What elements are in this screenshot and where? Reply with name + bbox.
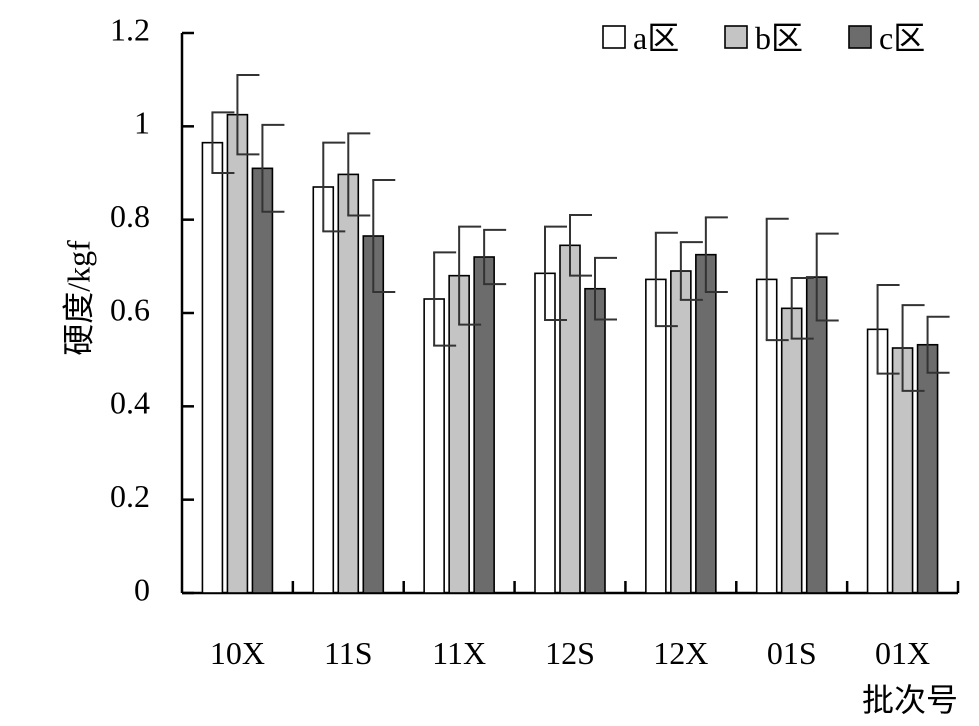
y-tick-label: 0.8 — [110, 198, 150, 234]
y-tick-label: 0.2 — [110, 478, 150, 514]
bar-b-11S — [337, 173, 360, 594]
error-bar — [544, 225, 567, 321]
error-bar — [236, 74, 260, 156]
y-tick-label: 0 — [134, 571, 150, 607]
bar-b-10X — [226, 113, 249, 594]
bar-c-11X — [473, 256, 495, 594]
legend-item: b区 — [724, 20, 803, 56]
error-bar — [347, 132, 371, 217]
bar-c-12S — [584, 287, 606, 594]
x-tick-label: 11S — [324, 635, 373, 671]
bar-a-10X — [201, 141, 224, 594]
error-bar — [790, 277, 814, 340]
error-bar — [901, 304, 925, 392]
legend-swatch — [848, 25, 872, 49]
error-bar — [458, 225, 482, 326]
legend-swatch — [602, 25, 626, 49]
y-axis-title: 硬度/kgf — [60, 240, 96, 356]
legend-swatch — [724, 25, 748, 49]
bar-c-10X — [251, 167, 274, 594]
error-bar — [372, 179, 396, 293]
error-bar — [679, 241, 703, 301]
error-bar — [433, 251, 457, 347]
legend-item: c区 — [848, 20, 925, 56]
error-bar — [815, 232, 839, 322]
x-tick-label: 11X — [432, 635, 486, 671]
bar-b-12X — [670, 270, 692, 594]
bar-b-12S — [559, 244, 581, 594]
y-tick-label: 1 — [134, 105, 150, 141]
legend-label: b区 — [755, 20, 803, 56]
x-tick-label: 12S — [545, 635, 595, 671]
y-tick-label: 0.6 — [110, 291, 150, 327]
y-tick-label: 1.2 — [110, 11, 150, 47]
bar-c-01S — [805, 276, 828, 594]
legend-label: a区 — [633, 20, 679, 56]
bar-b-01S — [780, 307, 803, 594]
error-bar — [261, 123, 285, 213]
bars — [201, 113, 939, 594]
error-bar — [704, 216, 728, 293]
y-tick-label: 0.4 — [110, 385, 150, 421]
bar-a-12S — [534, 272, 556, 594]
error-bar — [876, 284, 900, 375]
legend: a区 b区 c区 — [602, 20, 925, 56]
legend-item: a区 — [602, 20, 679, 56]
y-ticks: 0 0.2 0.4 0.6 0.8 1 1.2 — [110, 11, 194, 607]
error-bar — [569, 214, 592, 277]
error-bar — [483, 228, 507, 286]
x-tick-label: 10X — [210, 635, 265, 671]
error-bar — [322, 141, 346, 233]
error-bar — [926, 315, 950, 374]
x-tick-label: 01X — [875, 635, 930, 671]
x-tick-label: 01S — [767, 635, 817, 671]
x-ticks — [291, 581, 960, 593]
x-axis-title: 批次号 — [862, 682, 958, 718]
error-bar — [765, 217, 789, 342]
x-tick-labels: 10X 11S 11X 12S 12X 01S 01X — [210, 635, 930, 671]
error-bar — [211, 111, 235, 174]
bar-c-12X — [695, 253, 717, 594]
error-bars — [211, 74, 950, 392]
error-bar — [594, 256, 617, 321]
bar-c-01X — [916, 343, 939, 594]
x-tick-label: 12X — [653, 635, 708, 671]
legend-label: c区 — [879, 20, 925, 56]
error-bar — [654, 231, 678, 328]
bar-a-11S — [312, 186, 335, 594]
